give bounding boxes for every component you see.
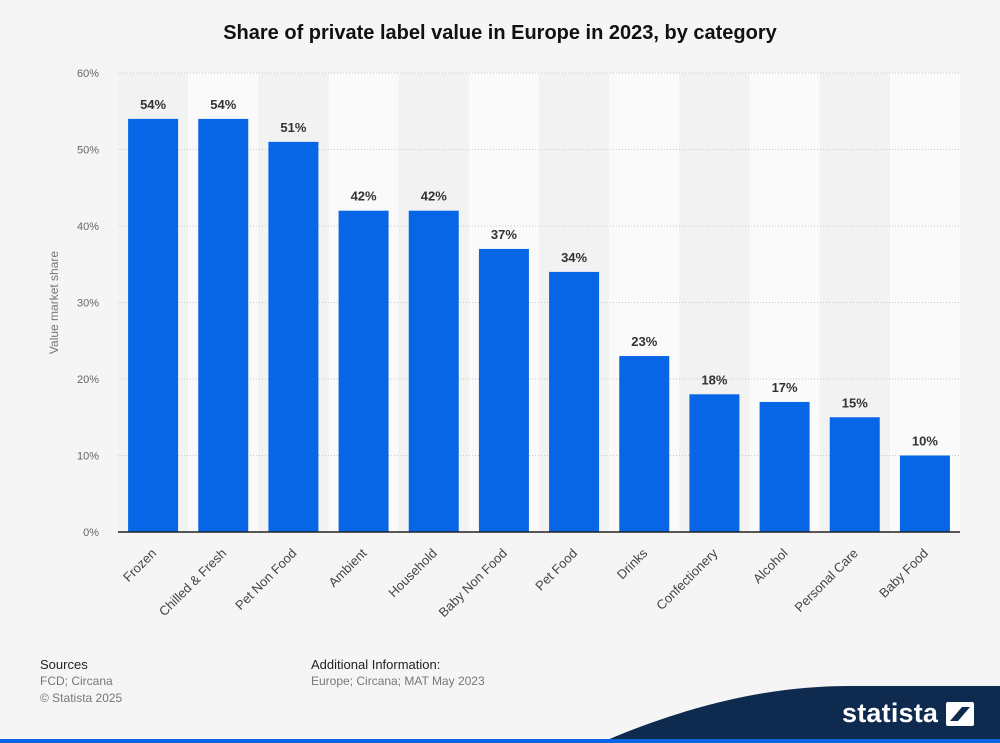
data-label: 23% (631, 334, 657, 349)
sources-heading: Sources (40, 657, 88, 672)
data-label: 54% (140, 97, 166, 112)
bar (689, 394, 740, 532)
data-label: 42% (351, 189, 377, 204)
y-axis-title: Value market share (47, 251, 61, 354)
bar (478, 248, 529, 532)
bar (198, 118, 249, 533)
bar (408, 210, 459, 532)
data-label: 34% (561, 250, 587, 265)
sources-block: Sources FCD; Circana © Statista 2025 (40, 656, 122, 707)
statista-logo-text: statista (842, 698, 939, 728)
statista-logo-icon (946, 701, 975, 726)
additional-info-block: Additional Information: Europe; Circana;… (311, 656, 485, 690)
y-tick-label: 10% (77, 451, 99, 463)
bar (338, 210, 389, 532)
y-tick-label: 0% (83, 527, 99, 539)
bar (829, 417, 880, 532)
data-label: 51% (280, 120, 306, 135)
data-label: 17% (772, 380, 798, 395)
data-label: 15% (842, 395, 868, 410)
data-label: 37% (491, 227, 517, 242)
additional-info-heading: Additional Information: (311, 657, 441, 672)
data-label: 10% (912, 434, 938, 449)
data-label: 54% (210, 97, 236, 112)
data-label: 18% (701, 372, 727, 387)
y-tick-label: 60% (77, 68, 99, 80)
data-label: 42% (421, 189, 447, 204)
bar (899, 455, 950, 532)
bar (759, 401, 810, 532)
sources-text[interactable]: FCD; Circana (40, 674, 113, 688)
bar (619, 356, 670, 532)
chart-title: Share of private label value in Europe i… (223, 22, 777, 44)
bar (268, 141, 319, 532)
brand-wave-shape (600, 686, 1000, 743)
statista-logo[interactable]: statista (842, 698, 975, 729)
y-tick-label: 50% (77, 145, 99, 157)
y-tick-label: 30% (77, 298, 99, 310)
copyright-text: © Statista 2025 (40, 691, 123, 705)
brand-bottom-line (0, 739, 1000, 743)
bar (128, 118, 179, 533)
bar (549, 271, 600, 532)
additional-info-text: Europe; Circana; MAT May 2023 (311, 674, 485, 688)
y-tick-label: 20% (77, 374, 99, 386)
y-tick-label: 40% (77, 221, 99, 233)
